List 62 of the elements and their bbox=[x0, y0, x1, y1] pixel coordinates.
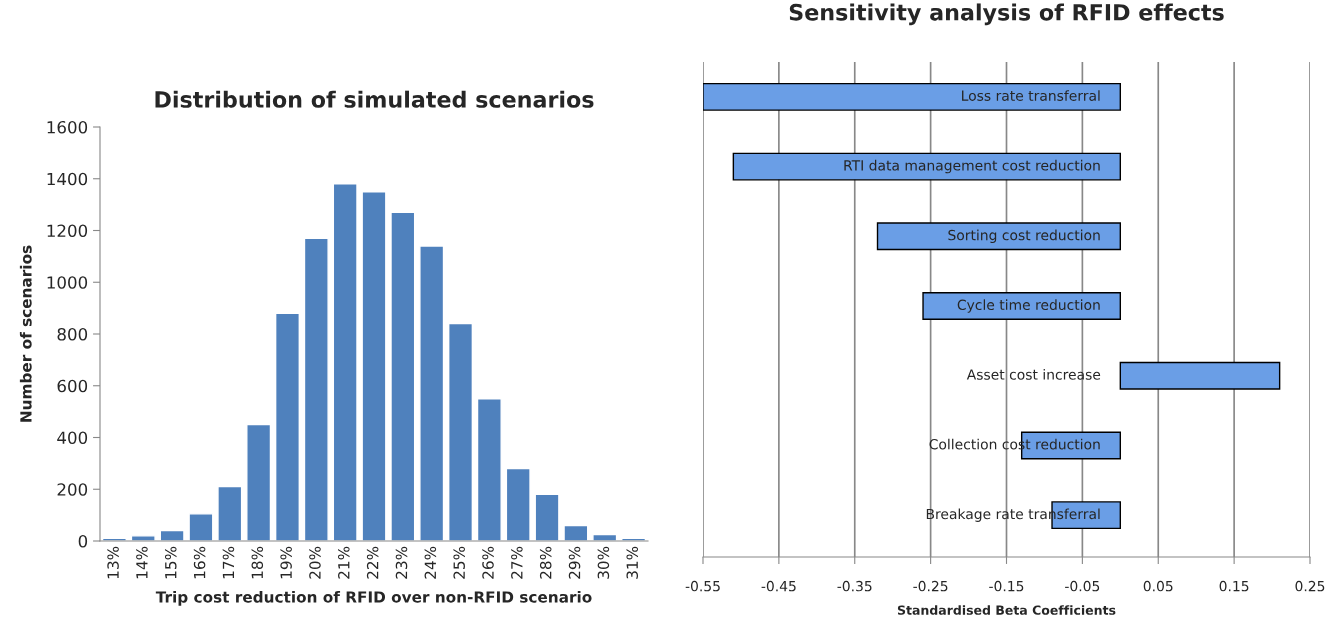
x-tick-label: -0.45 bbox=[761, 580, 796, 592]
x-tick-label: 20% bbox=[309, 546, 321, 579]
x-tick-label: 0.05 bbox=[1143, 580, 1173, 592]
bar bbox=[188, 513, 214, 541]
bar bbox=[159, 529, 185, 541]
x-tick-label: 16% bbox=[193, 546, 206, 579]
x-tick-label: 18% bbox=[251, 546, 264, 579]
y-tick-label: 0 bbox=[78, 534, 88, 548]
x-tick-label: -0.05 bbox=[1065, 580, 1100, 592]
x-tick-label: -0.55 bbox=[685, 580, 720, 592]
bar bbox=[361, 190, 387, 541]
x-tick-label: 19% bbox=[280, 546, 292, 579]
y-tick-label: RTI data management cost reduction bbox=[844, 159, 1100, 174]
x-tick-label: 23% bbox=[395, 546, 408, 579]
y-tick-label: 800 bbox=[57, 327, 88, 341]
x-tick-label: -0.25 bbox=[913, 580, 948, 592]
x-tick-label: -0.35 bbox=[837, 580, 872, 592]
bar bbox=[419, 245, 445, 541]
y-tick-label: 200 bbox=[57, 483, 88, 496]
x-tick-label: -0.15 bbox=[989, 580, 1024, 592]
y-tick-label: 1200 bbox=[47, 224, 88, 238]
bar bbox=[563, 524, 589, 541]
x-axis-title: Trip cost reduction of RFID over non-RFID scenario bbox=[155, 590, 592, 606]
x-tick-label: 31% bbox=[626, 546, 639, 579]
bar bbox=[303, 237, 329, 541]
x-tick-label: 22% bbox=[366, 546, 379, 579]
y-tick-label: 1400 bbox=[47, 172, 88, 186]
x-tick-label: 25% bbox=[453, 546, 465, 579]
y-axis-title: Number of scenarios bbox=[19, 245, 32, 422]
bar bbox=[332, 183, 358, 541]
x-tick-label: 29% bbox=[568, 546, 581, 579]
chart-title: Distribution of simulated scenarios bbox=[155, 90, 594, 108]
y-tick-label: 1600 bbox=[47, 120, 88, 134]
x-tick-label: 17% bbox=[222, 546, 235, 579]
x-tick-label: 0.25 bbox=[1295, 580, 1325, 592]
bar bbox=[448, 322, 474, 541]
y-tick-label: 400 bbox=[57, 431, 88, 445]
y-tick-label: Sorting cost reduction bbox=[948, 229, 1100, 244]
x-tick-label: 30% bbox=[597, 546, 610, 579]
x-tick-label: 15% bbox=[164, 546, 177, 579]
bar bbox=[476, 397, 502, 541]
y-tick-label: 600 bbox=[57, 379, 88, 393]
y-tick-label: Asset cost increase bbox=[966, 369, 1101, 380]
bar bbox=[505, 467, 531, 541]
x-tick-label: 21% bbox=[338, 546, 350, 579]
x-axis-title: Standardised Beta Coefficients bbox=[897, 605, 1116, 615]
y-tick-label: 1000 bbox=[47, 276, 88, 289]
chart-title: Sensitivity analysis of RFID effects bbox=[789, 3, 1224, 26]
bar bbox=[534, 493, 560, 541]
x-tick-label: 26% bbox=[482, 546, 494, 579]
x-tick-label: 28% bbox=[539, 546, 552, 579]
bar bbox=[246, 423, 272, 541]
x-tick-label: 24% bbox=[424, 546, 437, 579]
bar bbox=[274, 312, 300, 541]
x-tick-label: 14% bbox=[136, 546, 148, 579]
y-tick-label: Cycle time reduction bbox=[957, 299, 1100, 313]
x-tick-label: 13% bbox=[107, 546, 119, 579]
x-tick-label: 27% bbox=[511, 546, 523, 579]
bar bbox=[217, 485, 243, 541]
bar bbox=[390, 211, 416, 541]
x-tick-label: 0.15 bbox=[1219, 580, 1249, 592]
y-tick-label: Loss rate transferral bbox=[962, 90, 1100, 101]
